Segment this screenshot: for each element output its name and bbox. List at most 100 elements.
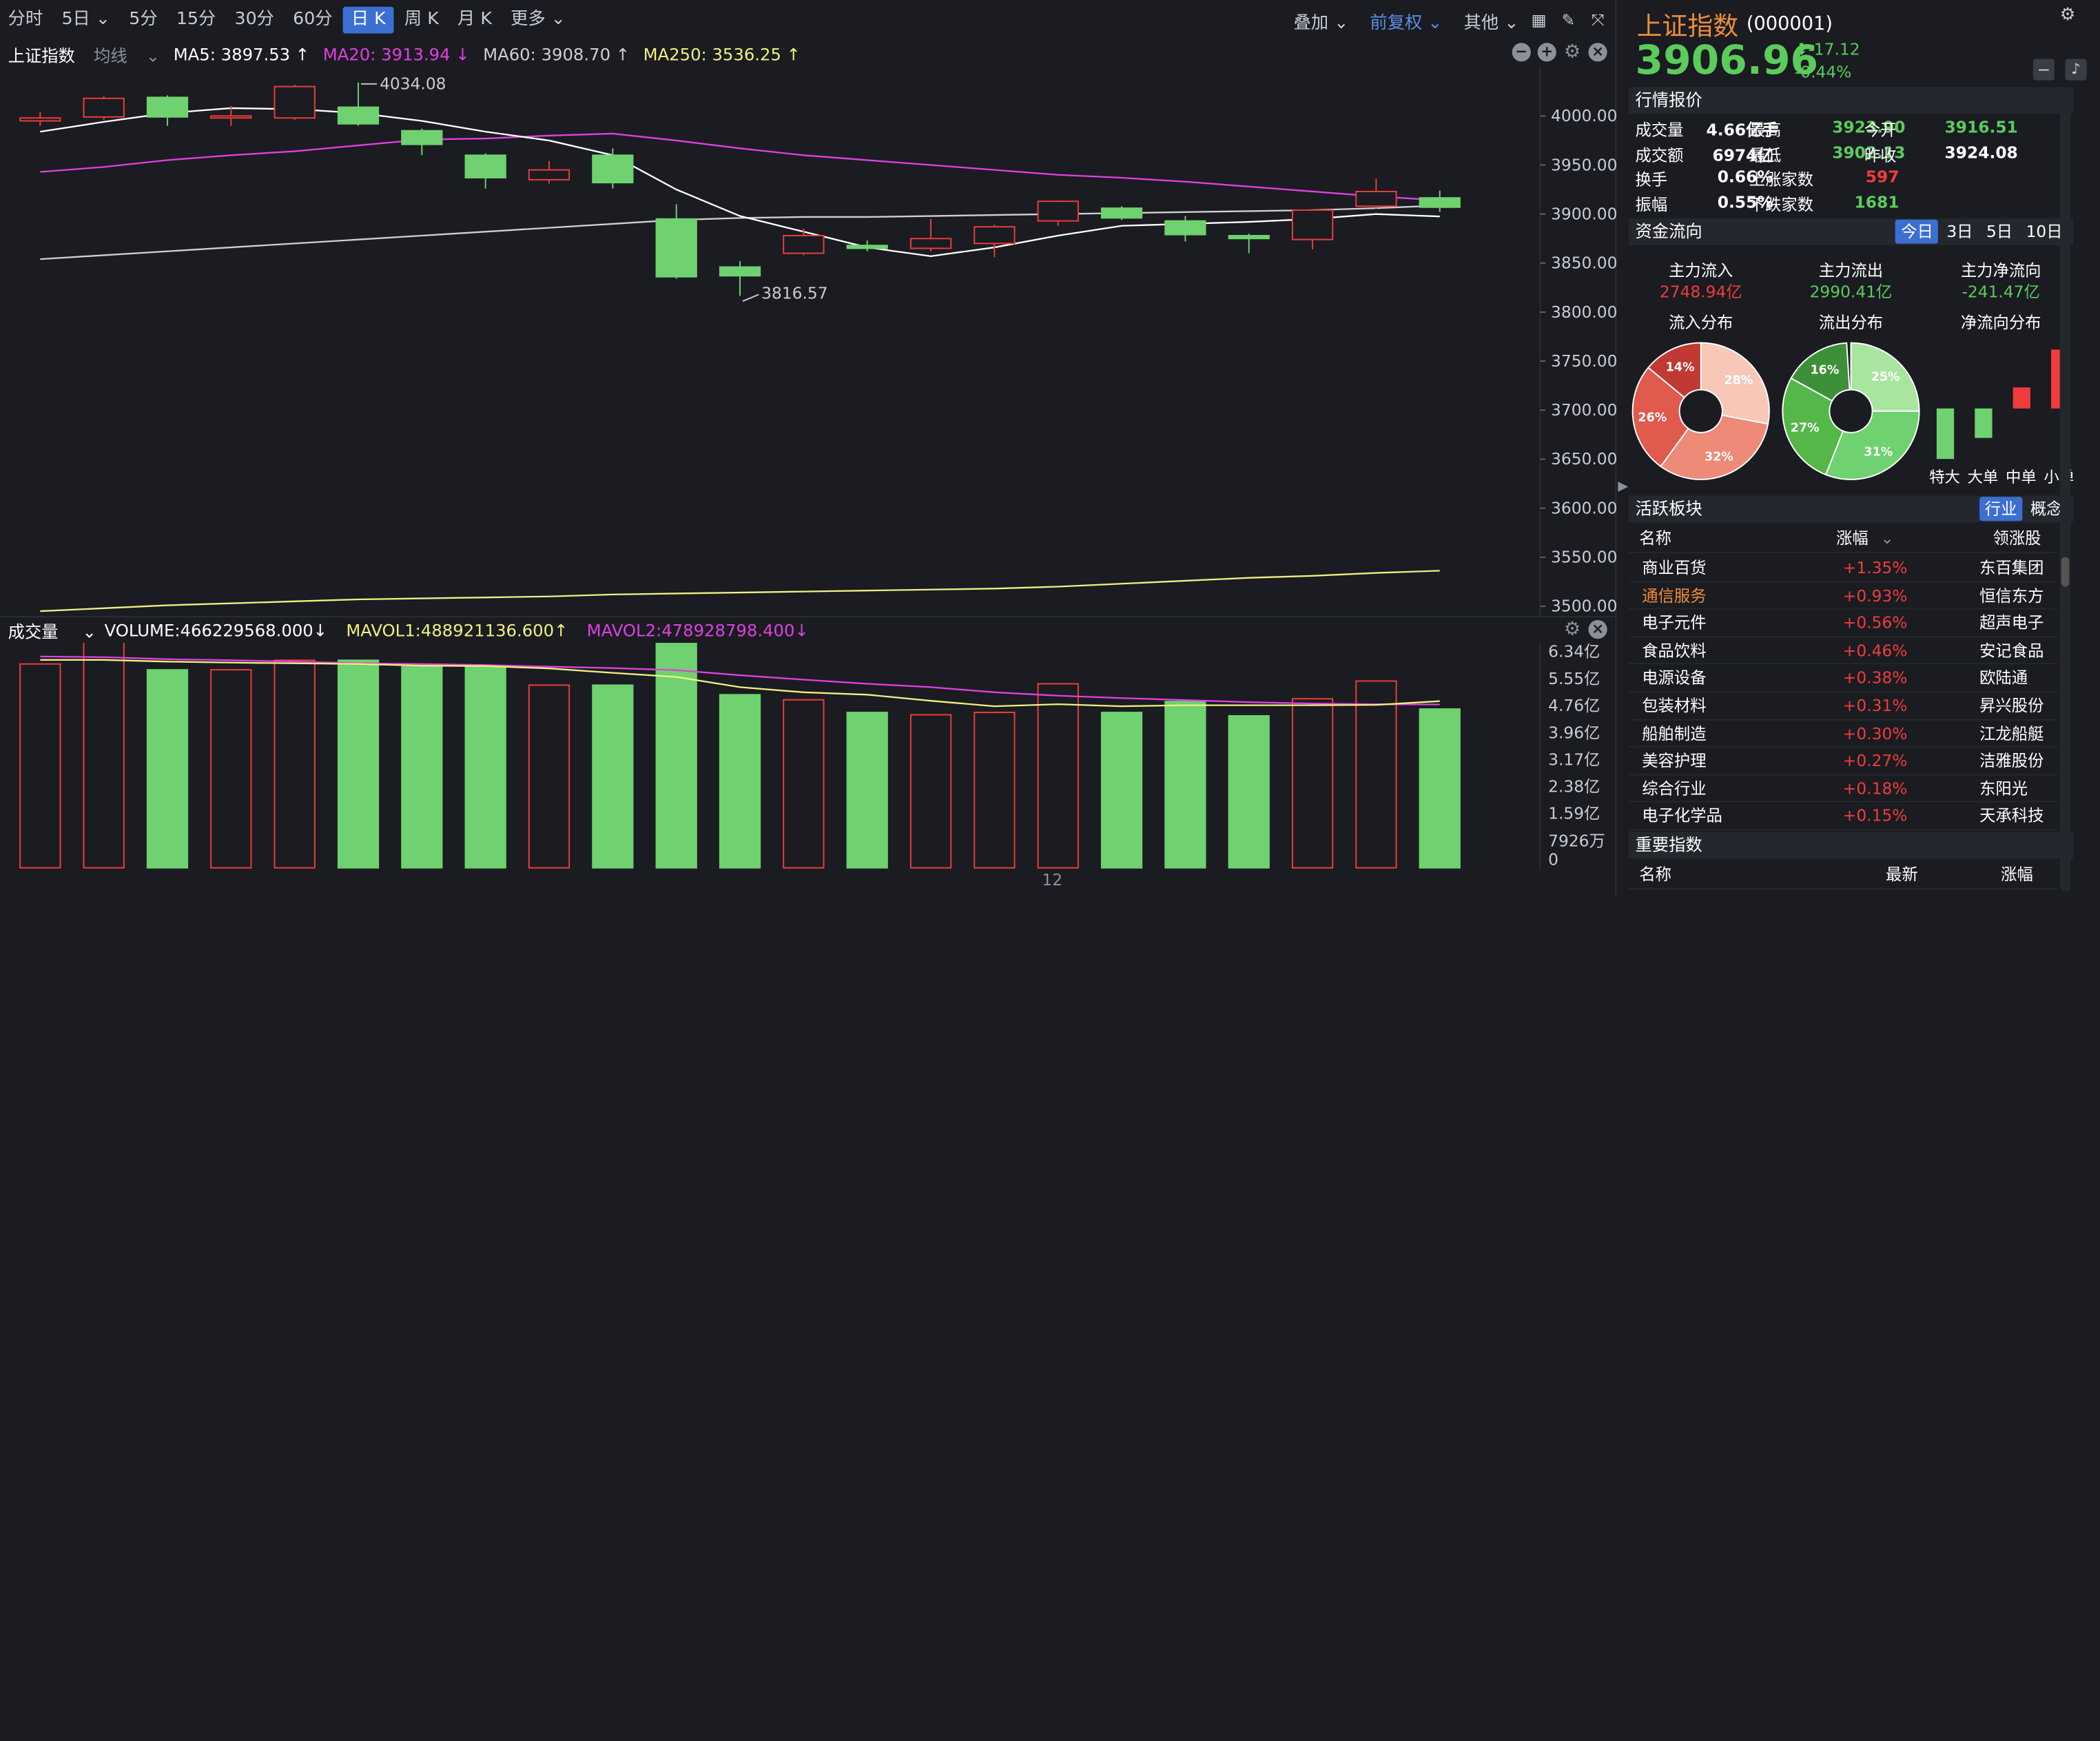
pie-slice[interactable]: [1700, 342, 1770, 425]
volume-bar[interactable]: [719, 694, 761, 869]
timeframe-tab-2[interactable]: 5分: [121, 7, 166, 34]
flow-tab-1[interactable]: 3日: [1946, 222, 1973, 241]
volume-bar[interactable]: [210, 669, 252, 869]
overlay-menu[interactable]: 叠加 ⌄: [1293, 12, 1349, 33]
flow-tab-3[interactable]: 10日: [2026, 222, 2063, 241]
sector-row[interactable]: 通信服务 +0.93% 恒信东方: [1628, 582, 2057, 610]
fullscreen-icon[interactable]: ⤧: [1591, 10, 1605, 30]
col-name[interactable]: 名称: [1639, 528, 1672, 548]
volume-bar[interactable]: [592, 684, 634, 869]
sector-row[interactable]: 食品饮料 +0.46% 安记食品: [1628, 637, 2057, 665]
sector-row[interactable]: 美容护理 +0.27% 洁雅股份: [1628, 748, 2057, 776]
flow-tab-2[interactable]: 5日: [1986, 222, 2013, 241]
volume-bar[interactable]: [1100, 712, 1143, 869]
candle[interactable]: [1164, 216, 1206, 242]
scrollbar-thumb[interactable]: [2061, 557, 2070, 587]
volume-bar[interactable]: [846, 712, 888, 869]
candle[interactable]: [974, 225, 1016, 258]
kline-chart[interactable]: 4000.00 3950.00 3900.00 3850.00 3800.00 3750.…: [0, 67, 1616, 617]
ma-dropdown[interactable]: 均线 ⌄: [94, 45, 161, 65]
timeframe-tab-4[interactable]: 30分: [227, 7, 282, 34]
volume-bar[interactable]: [528, 684, 570, 869]
sector-row[interactable]: 船舶制造 +0.30% 江龙船艇: [1628, 720, 2057, 748]
candle[interactable]: [592, 148, 634, 189]
pie-slice[interactable]: [1660, 414, 1769, 480]
sector-tab-0[interactable]: 行业: [1979, 497, 2023, 522]
volume-gear-icon[interactable]: ⚙: [1563, 619, 1581, 641]
candle[interactable]: [337, 82, 380, 126]
volume-bar[interactable]: [146, 669, 189, 869]
volume-bar[interactable]: [655, 643, 697, 869]
sector-row[interactable]: 商业百货 +1.35% 东百集团: [1628, 555, 2057, 582]
pie-slice[interactable]: [1647, 342, 1702, 399]
pie-slice[interactable]: [1631, 367, 1689, 468]
candle[interactable]: [274, 84, 316, 121]
candle[interactable]: [846, 240, 888, 251]
net-flow-bar[interactable]: [1975, 408, 1993, 438]
candle[interactable]: [1291, 209, 1334, 249]
candle[interactable]: [1419, 190, 1461, 212]
candle[interactable]: [783, 229, 825, 256]
sector-row[interactable]: 电源设备 +0.38% 欧陆通: [1628, 665, 2057, 692]
timeframe-tab-5[interactable]: 60分: [285, 7, 340, 34]
idx-col-pct[interactable]: 涨幅: [2001, 865, 2033, 884]
volume-bar[interactable]: [1355, 680, 1397, 869]
col-pct[interactable]: 涨幅: [1836, 528, 1869, 548]
scrollbar[interactable]: [2059, 88, 2071, 892]
net-flow-bar[interactable]: [2012, 387, 2030, 409]
candle[interactable]: [1037, 200, 1079, 226]
volume-bar[interactable]: [909, 714, 952, 869]
volume-close-icon[interactable]: ×: [1588, 620, 1607, 639]
candle[interactable]: [909, 218, 952, 251]
flow-tab-0[interactable]: 今日: [1895, 219, 1939, 244]
volume-chart[interactable]: 6.34亿 5.55亿 4.76亿 3.96亿 3.17亿 2.38亿 1.59亿 7926万…: [0, 643, 1616, 871]
collapse-quote-icon[interactable]: −: [2032, 59, 2055, 81]
candle[interactable]: [1355, 178, 1397, 209]
volume-title[interactable]: 成交量 ⌄: [8, 621, 96, 642]
sector-tab-1[interactable]: 概念: [2030, 499, 2063, 519]
timeframe-tab-8[interactable]: 月 K: [449, 7, 500, 34]
timeframe-tab-3[interactable]: 15分: [168, 7, 224, 34]
idx-col-latest[interactable]: 最新: [1886, 865, 1918, 884]
candle[interactable]: [655, 204, 697, 279]
volume-bar[interactable]: [783, 699, 825, 869]
volume-bar[interactable]: [1228, 714, 1270, 869]
candle[interactable]: [464, 153, 506, 189]
close-icon[interactable]: ×: [1588, 43, 1607, 62]
panel-collapse-handle[interactable]: ▶: [1618, 479, 1629, 495]
volume-bar[interactable]: [974, 712, 1016, 869]
candle[interactable]: [401, 128, 443, 156]
alert-bell-icon[interactable]: ♪: [2065, 59, 2087, 81]
sector-row[interactable]: 电子化学品 +0.15% 天承科技: [1628, 803, 2057, 831]
pie-slice[interactable]: [1850, 342, 1920, 412]
panel-settings-icon[interactable]: ⚙: [2059, 5, 2076, 25]
timeframe-tab-1[interactable]: 5日 ⌄: [54, 7, 119, 34]
volume-bar[interactable]: [337, 659, 380, 869]
sector-row[interactable]: 包装材料 +0.31% 昇兴股份: [1628, 692, 2057, 721]
volume-bar[interactable]: [274, 659, 316, 869]
timeframe-tab-0[interactable]: 分时: [0, 7, 51, 34]
sort-icon[interactable]: ⌄: [1880, 528, 1894, 548]
candle[interactable]: [83, 96, 125, 121]
volume-bar[interactable]: [464, 666, 506, 869]
volume-bar[interactable]: [19, 663, 61, 869]
pie-slice[interactable]: [1790, 342, 1851, 402]
pie-slice[interactable]: [1824, 410, 1920, 480]
adjust-menu[interactable]: 前复权 ⌄: [1370, 12, 1443, 33]
sector-row[interactable]: 综合行业 +0.18% 东阳光: [1628, 775, 2057, 803]
pie-slice[interactable]: [1782, 377, 1844, 476]
timeframe-tab-7[interactable]: 周 K: [396, 7, 446, 34]
candle[interactable]: [1100, 206, 1143, 220]
candle[interactable]: [528, 161, 570, 184]
candle[interactable]: [210, 106, 252, 126]
col-lead[interactable]: 领涨股: [1993, 528, 2041, 548]
candle[interactable]: [19, 112, 61, 126]
volume-bar[interactable]: [401, 666, 443, 869]
net-flow-bar[interactable]: [1936, 408, 1955, 460]
candle[interactable]: [719, 260, 761, 296]
sector-row[interactable]: 电子元件 +0.56% 超声电子: [1628, 610, 2057, 637]
volume-bar[interactable]: [83, 643, 125, 869]
volume-bar[interactable]: [1164, 701, 1206, 869]
timeframe-tab-9[interactable]: 更多 ⌄: [502, 7, 573, 34]
candle[interactable]: [146, 95, 189, 126]
